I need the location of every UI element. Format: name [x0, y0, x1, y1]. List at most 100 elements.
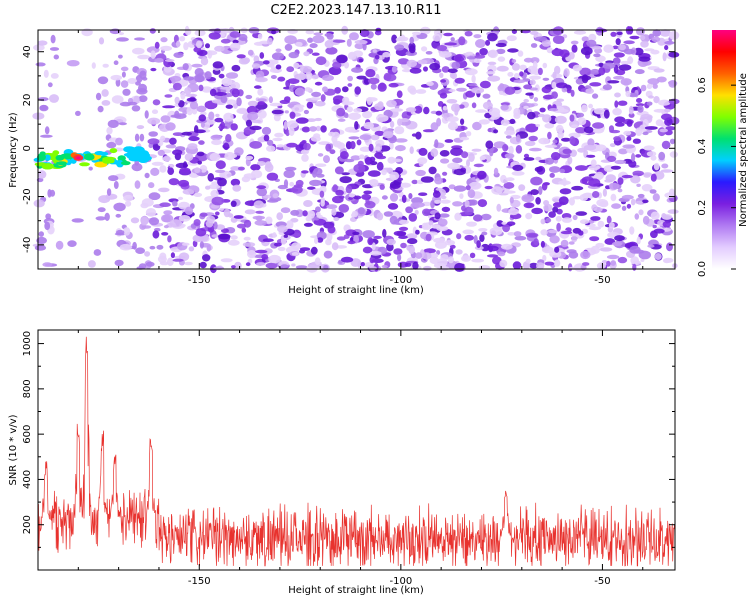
heatmap-cell — [134, 37, 145, 41]
heatmap-cell — [479, 80, 491, 89]
heatmap-cell — [636, 98, 643, 103]
heatmap-cell — [363, 190, 373, 195]
heatmap-cell — [439, 92, 448, 99]
heatmap-cell — [37, 170, 47, 179]
heatmap-cell — [382, 228, 387, 238]
heatmap-cell — [434, 177, 443, 185]
heatmap-cell — [344, 126, 357, 133]
heatmap-cell — [206, 215, 216, 223]
heatmap-cell — [643, 145, 655, 151]
heatmap-peak-cell — [127, 149, 140, 157]
heatmap-cell — [447, 256, 454, 264]
heatmap-cell — [464, 234, 475, 241]
heatmap-cell — [656, 76, 667, 83]
heatmap-cell — [456, 87, 467, 92]
heatmap-cell — [614, 235, 625, 242]
heatmap-cell — [593, 206, 603, 213]
heatmap-cell — [394, 138, 408, 143]
heatmap-cell — [294, 107, 300, 111]
heatmap-cell — [257, 88, 264, 96]
heatmap-cell — [339, 176, 352, 184]
heatmap-cell — [133, 95, 140, 104]
heatmap-cell — [437, 218, 448, 227]
heatmap-cell — [307, 186, 316, 190]
heatmap-cell — [642, 215, 650, 225]
heatmap-cell — [334, 87, 341, 94]
heatmap-cell — [284, 35, 297, 45]
heatmap-cell — [148, 217, 160, 226]
heatmap-cell — [145, 261, 155, 267]
heatmap-cell — [241, 176, 251, 183]
heatmap-cell — [294, 73, 307, 80]
heatmap-cell — [276, 144, 285, 148]
heatmap-cell — [577, 117, 587, 126]
heatmap-cell — [243, 219, 252, 228]
heatmap-cell — [213, 221, 218, 230]
heatmap-cell — [392, 158, 402, 163]
heatmap-cell — [247, 111, 259, 121]
heatmap-cell — [322, 86, 328, 93]
heatmap-cell — [232, 39, 239, 44]
heatmap-cell — [329, 149, 336, 155]
heatmap-cell — [659, 29, 671, 37]
heatmap-cell — [418, 147, 428, 156]
heatmap-cell — [423, 265, 432, 271]
heatmap-cell — [562, 177, 567, 187]
heatmap-cell — [659, 128, 668, 133]
heatmap-cell — [104, 212, 110, 221]
heatmap-cell — [174, 110, 180, 119]
heatmap-cell — [363, 78, 370, 85]
snr-y-axis-label: SNR (10 * v/v) — [8, 414, 19, 485]
heatmap-cell — [534, 36, 548, 42]
heatmap-cell — [111, 95, 124, 104]
heatmap-cell — [365, 69, 376, 78]
heatmap-cell — [595, 55, 606, 62]
heatmap-cell — [188, 246, 195, 252]
heatmap-cell — [652, 83, 658, 89]
heatmap-cell — [277, 184, 288, 190]
heatmap-cell — [434, 139, 439, 148]
heatmap-cell — [568, 51, 575, 60]
heatmap-cell — [417, 59, 428, 65]
heatmap-cell — [288, 127, 295, 136]
heatmap-cell — [543, 200, 550, 206]
heatmap-cell — [247, 250, 257, 259]
heatmap-cell — [592, 93, 599, 99]
heatmap-cell — [542, 114, 552, 123]
heatmap-cell — [606, 254, 620, 260]
heatmap-cell — [311, 52, 320, 56]
heatmap-cell — [346, 106, 353, 113]
heatmap-cell — [481, 231, 488, 236]
heatmap-cell — [372, 49, 377, 53]
heatmap-cell — [475, 39, 486, 48]
heatmap-cell — [236, 223, 247, 229]
heatmap-cell — [225, 99, 237, 105]
heatmap-cell — [421, 222, 428, 230]
heatmap-cell — [311, 91, 322, 97]
heatmap-cell — [357, 207, 365, 215]
heatmap-cell — [530, 31, 539, 35]
heatmap-cell — [315, 212, 321, 217]
heatmap-cell — [542, 254, 547, 262]
heatmap-cell — [596, 199, 609, 207]
heatmap-cell — [249, 125, 262, 131]
heatmap-cell — [598, 67, 606, 76]
heatmap-cell — [160, 37, 168, 43]
heatmap-cell — [283, 169, 295, 179]
spectrogram-x-ticks: -150 -100 -50 — [37, 30, 644, 286]
heatmap-cell — [265, 262, 278, 269]
heatmap-cell — [256, 185, 267, 190]
heatmap-cell — [593, 53, 601, 58]
heatmap-cell — [233, 215, 244, 219]
heatmap-cell — [429, 256, 439, 265]
heatmap-cell — [405, 107, 417, 113]
heatmap-cell — [629, 226, 635, 235]
heatmap-cell — [569, 136, 576, 145]
heatmap-cell — [255, 70, 265, 79]
heatmap-cell — [301, 140, 307, 144]
snr-y-tick-label: 200 — [22, 515, 33, 534]
heatmap-cell — [435, 187, 444, 191]
heatmap-cell — [540, 218, 546, 225]
heatmap-cell — [502, 190, 516, 194]
heatmap-cell — [651, 36, 661, 43]
